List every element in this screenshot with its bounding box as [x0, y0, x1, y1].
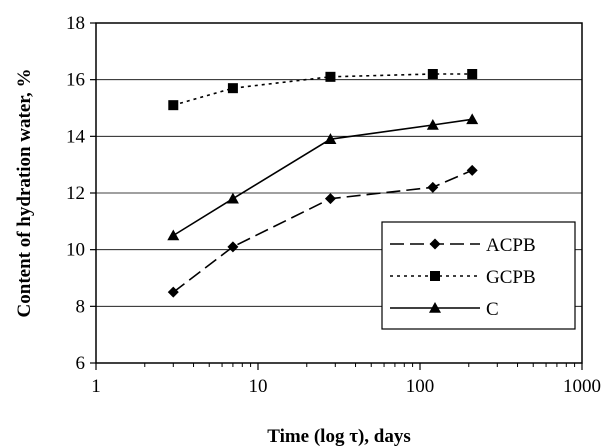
y-tick-label: 8: [76, 296, 86, 317]
data-point-acpb: [427, 181, 439, 193]
y-tick-label: 18: [66, 13, 85, 34]
legend-item-gcpb: GCPB: [390, 267, 536, 288]
x-tick-label: 10: [249, 376, 268, 397]
data-point-gcpb: [325, 71, 336, 82]
x-tick-label: 1000: [563, 376, 601, 397]
x-tick-label: 100: [406, 376, 435, 397]
y-axis-title: Content of hydration water, %: [14, 69, 35, 318]
legend-marker-acpb: [429, 238, 441, 250]
x-tick-label: 1: [91, 376, 101, 397]
data-point-c: [426, 119, 439, 130]
legend-label-gcpb: GCPB: [486, 267, 536, 288]
series-c: [167, 113, 479, 241]
data-point-acpb: [324, 193, 336, 205]
x-axis: 1 10 100 1000: [91, 363, 601, 397]
y-tick-label: 14: [66, 126, 86, 147]
legend-marker-gcpb: [430, 271, 440, 281]
legend-item-acpb: ACPB: [390, 235, 536, 256]
series-layer: [167, 69, 479, 298]
y-tick-label: 12: [66, 183, 85, 204]
y-tick-label: 6: [76, 353, 86, 374]
data-point-c: [226, 192, 239, 204]
data-point-acpb: [466, 164, 478, 176]
y-tick-label: 16: [66, 70, 85, 91]
data-point-acpb: [167, 286, 179, 298]
legend-label-acpb: ACPB: [486, 235, 536, 256]
series-acpb: [167, 164, 478, 298]
series-gcpb: [168, 69, 478, 111]
y-tick-label: 10: [66, 240, 85, 261]
x-axis-title: Time (log τ), days: [267, 426, 411, 447]
series-line-gcpb: [173, 73, 473, 106]
data-point-acpb: [227, 241, 239, 253]
data-point-gcpb: [227, 83, 238, 94]
data-point-gcpb: [467, 69, 478, 79]
legend-item-c: C: [390, 299, 499, 320]
legend: ACPB GCPB C: [381, 221, 576, 330]
y-axis: 6 8 10 12 14 16 18: [66, 13, 96, 374]
legend-label-c: C: [486, 299, 499, 320]
legend-marker-c: [429, 302, 441, 313]
data-point-c: [466, 113, 479, 125]
data-point-c: [167, 229, 180, 241]
data-point-gcpb: [427, 69, 438, 79]
data-point-gcpb: [168, 100, 179, 111]
legend-box: [381, 221, 576, 330]
data-point-c: [324, 133, 337, 144]
